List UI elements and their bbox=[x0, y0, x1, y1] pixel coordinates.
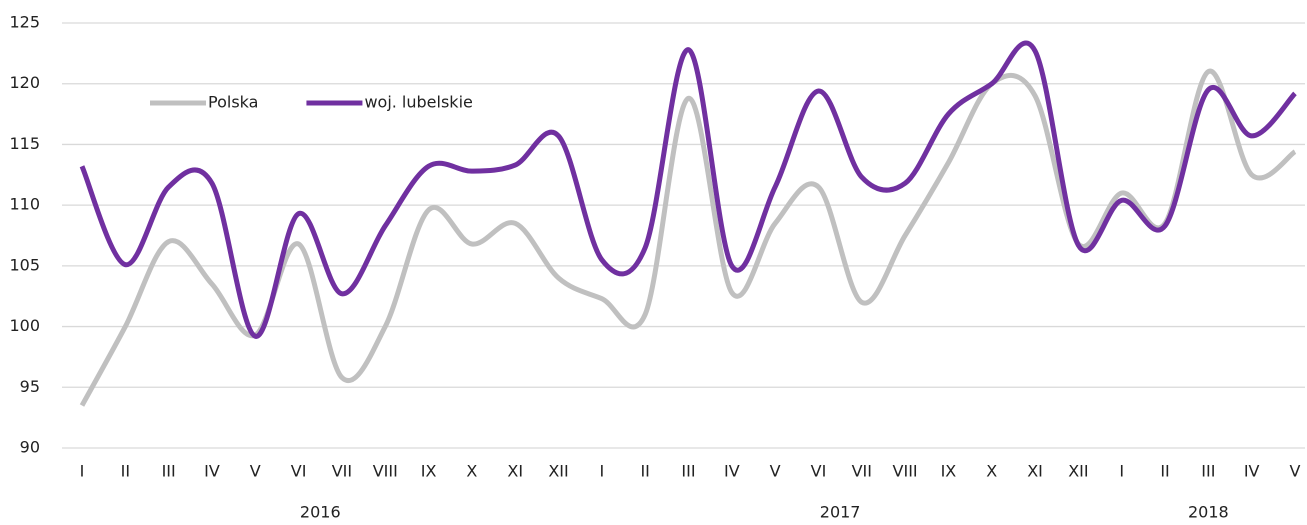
x-tick-label: XI bbox=[1027, 462, 1043, 481]
x-tick-label: IX bbox=[941, 462, 957, 481]
year-label: 2016 bbox=[300, 503, 341, 522]
y-tick-label: 110 bbox=[9, 195, 40, 214]
series-line bbox=[79, 40, 1297, 339]
y-tick-label: 105 bbox=[9, 255, 40, 274]
x-tick-label: I bbox=[599, 462, 604, 481]
series-line bbox=[79, 69, 1297, 407]
x-tick-label: I bbox=[1119, 462, 1124, 481]
y-tick-label: 120 bbox=[9, 73, 40, 92]
year-label: 2018 bbox=[1188, 503, 1229, 522]
x-tick-label: III bbox=[162, 462, 176, 481]
x-tick-label: VIII bbox=[893, 462, 918, 481]
x-tick-label: XII bbox=[548, 462, 568, 481]
x-tick-label: IV bbox=[204, 462, 220, 481]
x-tick-label: X bbox=[986, 462, 997, 481]
legend-label: Polska bbox=[208, 93, 258, 112]
x-tick-label: VIII bbox=[373, 462, 398, 481]
x-tick-label: IV bbox=[724, 462, 740, 481]
y-tick-label: 115 bbox=[9, 134, 40, 153]
x-tick-label: VI bbox=[811, 462, 827, 481]
y-tick-label: 95 bbox=[20, 377, 40, 396]
x-tick-label: V bbox=[250, 462, 261, 481]
x-tick-label: VII bbox=[852, 462, 872, 481]
y-tick-label: 90 bbox=[20, 438, 40, 457]
x-tick-label: II bbox=[121, 462, 130, 481]
x-tick-label: II bbox=[640, 462, 649, 481]
x-tick-label: VI bbox=[291, 462, 307, 481]
x-tick-label: X bbox=[466, 462, 477, 481]
y-tick-label: 125 bbox=[9, 13, 40, 32]
x-tick-label: II bbox=[1160, 462, 1169, 481]
x-tick-label: I bbox=[80, 462, 85, 481]
x-tick-label: V bbox=[770, 462, 781, 481]
legend-label: woj. lubelskie bbox=[364, 93, 472, 112]
x-tick-label: VII bbox=[332, 462, 352, 481]
x-tick-label: V bbox=[1290, 462, 1301, 481]
x-tick-label: III bbox=[1201, 462, 1215, 481]
x-tick-label: III bbox=[681, 462, 695, 481]
x-tick-label: XII bbox=[1068, 462, 1088, 481]
year-label: 2017 bbox=[820, 503, 861, 522]
y-tick-label: 100 bbox=[9, 316, 40, 335]
x-tick-label: IV bbox=[1244, 462, 1260, 481]
x-tick-label: IX bbox=[421, 462, 437, 481]
x-tick-label: XI bbox=[507, 462, 523, 481]
